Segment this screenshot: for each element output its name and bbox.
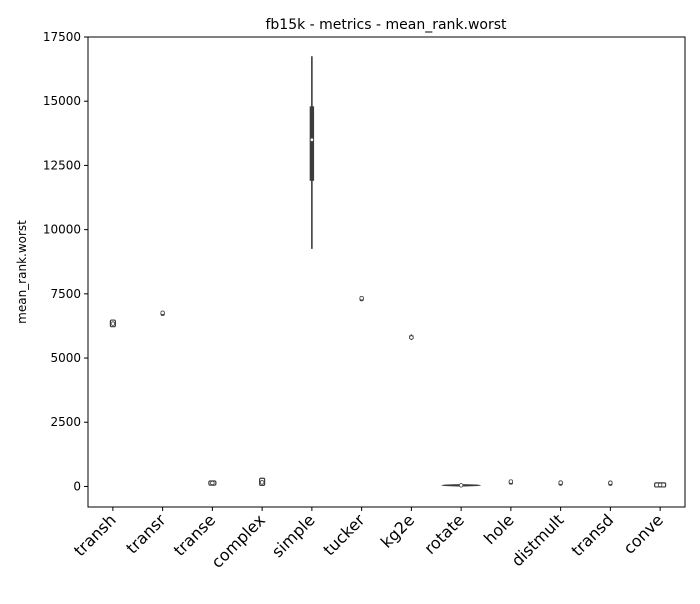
violin-rotate bbox=[441, 483, 482, 488]
violin-complex bbox=[259, 477, 266, 486]
y-tick-label: 5000 bbox=[50, 351, 81, 365]
x-tick-label: complex bbox=[208, 510, 269, 571]
x-tick-label: transr bbox=[122, 510, 169, 557]
violin-median bbox=[309, 137, 315, 142]
x-tick-label: transh bbox=[70, 510, 120, 560]
violin-conve bbox=[654, 482, 667, 488]
y-tick-label: 0 bbox=[73, 479, 81, 493]
x-tick-label: transe bbox=[170, 510, 219, 559]
x-tick-label: conve bbox=[620, 510, 667, 557]
violin-distmult bbox=[558, 480, 563, 486]
x-tick-label: transd bbox=[567, 510, 617, 560]
y-tick-label: 15000 bbox=[43, 94, 81, 108]
violin-median bbox=[259, 480, 265, 485]
violin-transh bbox=[109, 319, 116, 328]
violin-median bbox=[458, 483, 464, 488]
violin-iqr-box bbox=[309, 106, 315, 181]
violin-median bbox=[160, 310, 165, 316]
violin-median bbox=[558, 480, 563, 485]
violin-transe bbox=[208, 480, 217, 486]
violin-body bbox=[109, 319, 116, 328]
violin-body bbox=[259, 477, 266, 486]
violin-median bbox=[359, 295, 364, 301]
violin-median bbox=[608, 480, 613, 485]
x-tick-label: rotate bbox=[420, 510, 468, 558]
x-tick-label: simple bbox=[268, 510, 319, 561]
violin-tucker bbox=[359, 295, 364, 302]
y-tick-label: 2500 bbox=[50, 415, 81, 429]
x-tick-label: hole bbox=[480, 510, 518, 548]
violin-median bbox=[508, 479, 514, 484]
y-tick-label: 10000 bbox=[43, 223, 81, 237]
violin-median bbox=[210, 480, 215, 486]
plot-frame bbox=[87, 36, 686, 508]
y-tick-label: 17500 bbox=[43, 30, 81, 44]
violin-kg2e bbox=[409, 334, 414, 341]
y-axis-label: mean_rank.worst bbox=[15, 220, 29, 324]
x-tick-label: kg2e bbox=[377, 510, 418, 551]
y-axis-ticks: 0 2500 5000 7500 10000 12500 15000 17500 bbox=[43, 30, 88, 493]
violin-hole bbox=[508, 479, 514, 485]
violin-transd bbox=[608, 480, 613, 486]
y-tick-label: 7500 bbox=[50, 287, 81, 301]
violin-transr bbox=[160, 310, 165, 316]
violin-simple bbox=[309, 56, 315, 249]
violin-median bbox=[657, 482, 663, 488]
violin-median bbox=[110, 321, 116, 326]
violin-median bbox=[409, 335, 414, 340]
violin-series bbox=[109, 56, 667, 488]
x-tick-label: distmult bbox=[508, 510, 568, 570]
y-tick-label: 12500 bbox=[43, 158, 81, 172]
chart-title: fb15k - metrics - mean_rank.worst bbox=[265, 17, 507, 33]
x-tick-label: tucker bbox=[319, 510, 368, 559]
